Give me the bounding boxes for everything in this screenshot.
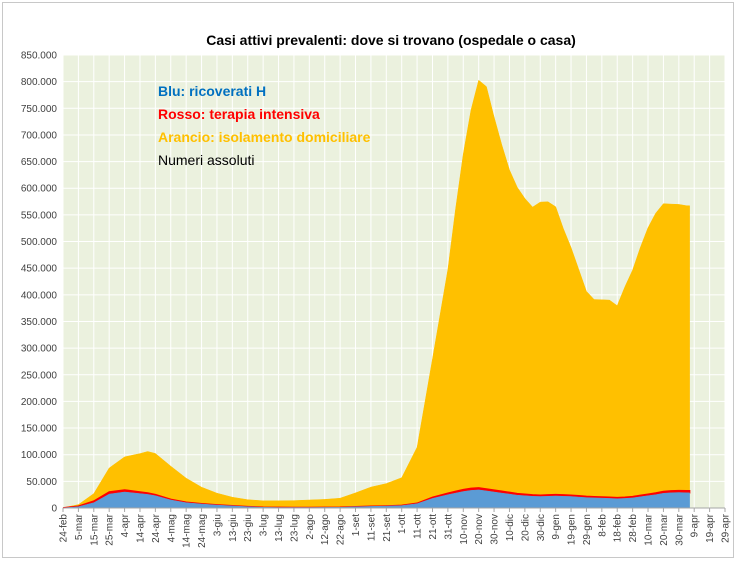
y-tick-label: 250.000 [21,370,58,381]
x-tick-label: 11-ott [413,514,424,539]
y-tick-label: 350.000 [21,317,58,328]
x-tick-label: 23-lug [289,514,300,542]
x-tick-label: 19-apr [705,513,716,543]
y-tick-label: 450.000 [21,264,58,275]
x-tick-label: 11-set [366,514,377,541]
y-tick-label: 750.000 [21,104,58,115]
x-tick-label: 9-gen [551,514,562,540]
x-tick-label: 13-lug [274,514,285,542]
x-tick-label: 1-set [351,514,362,536]
x-tick-label: 19-gen [567,514,578,545]
legend: Blu: ricoverati H Rosso: terapia intensi… [158,83,371,168]
y-tick-label: 500.000 [21,237,58,248]
x-tick-label: 5-mar [74,513,85,540]
x-tick-label: 21-set [382,514,393,542]
x-tick-label: 20-dic [520,514,531,541]
y-tick-label: 0 [51,504,57,515]
x-tick-label: 21-ott [428,514,439,540]
x-tick-label: 20-nov [474,514,485,545]
y-tick-label: 150.000 [21,424,58,435]
y-tick-label: 700.000 [21,130,58,141]
y-tick-label: 800.000 [21,77,58,88]
x-tick-label: 30-mar [674,513,685,545]
x-tick-label: 24-feb [59,514,70,543]
x-tick-label: 22-ago [336,514,347,546]
x-tick-label: 13-giu [228,514,239,542]
x-tick-label: 24-mag [197,514,208,548]
legend-entry-numeri-assoluti: Numeri assoluti [158,152,254,168]
x-tick-label: 18-feb [613,514,624,543]
y-tick-label: 850.000 [21,51,58,62]
x-tick-label: 24-apr [151,513,162,543]
x-tick-label: 14-apr [135,513,146,543]
x-tick-label: 29-apr [721,513,732,543]
y-tick-label: 400.000 [21,290,58,301]
y-tick-label: 550.000 [21,210,58,221]
x-tick-label: 12-ago [320,514,331,546]
chart-title: Casi attivi prevalenti: dove si trovano … [206,32,576,48]
x-tick-label: 20-mar [659,513,670,545]
legend-entry-ricoverati: Blu: ricoverati H [158,83,266,99]
x-tick-label: 31-ott [443,514,454,540]
x-tick-label: 14-mag [182,514,193,548]
y-tick-label: 100.000 [21,450,58,461]
x-tick-label: 4-apr [120,513,131,537]
x-tick-label: 2-ago [305,514,316,540]
x-tick-label: 1-ott [397,514,408,534]
x-tick-label: 10-mar [644,513,655,545]
legend-entry-terapia-intensiva: Rosso: terapia intensiva [158,106,320,122]
x-tick-label: 30-dic [536,514,547,541]
x-tick-label: 29-gen [582,514,593,545]
gridlines [62,54,726,508]
y-tick-label: 600.000 [21,184,58,195]
stacked-areas [62,79,691,509]
y-tick-label: 300.000 [21,344,58,355]
x-tick-label: 3-lug [259,514,270,536]
x-tick-label: 28-feb [628,514,639,543]
chart: Casi attivi prevalenti: dove si trovano … [21,32,732,548]
x-tick-label: 3-giu [212,514,223,536]
x-tick-label: 23-giu [243,514,254,542]
legend-entry-isolamento: Arancio: isolamento domiciliare [158,129,371,145]
x-tick-label: 30-nov [490,514,501,545]
x-tick-label: 8-feb [597,514,608,537]
x-tick-label: 4-mag [166,514,177,542]
y-tick-label: 200.000 [21,397,58,408]
axes: 0 50.000 100.000 150.000 200.000 250.000 300.0… [21,51,732,548]
y-tick-label: 50.000 [26,477,57,488]
y-tick-label: 650.000 [21,157,58,168]
x-tick-label: 9-apr [690,513,701,537]
x-tick-label: 15-mar [89,513,100,545]
x-tick-label: 10-nov [459,514,470,545]
x-tick-label: 10-dic [505,514,516,541]
x-tick-label: 25-mar [105,513,116,545]
